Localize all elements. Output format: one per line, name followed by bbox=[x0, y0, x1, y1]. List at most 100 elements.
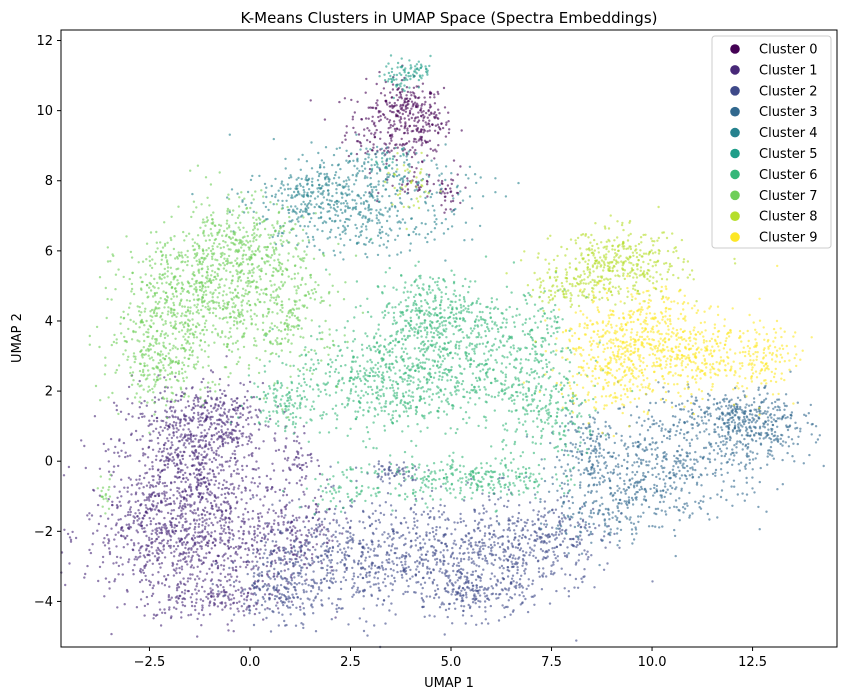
data-point bbox=[426, 571, 429, 574]
data-point bbox=[362, 567, 365, 570]
data-point bbox=[157, 450, 160, 453]
data-point bbox=[259, 512, 262, 515]
data-point bbox=[413, 524, 416, 527]
data-point bbox=[633, 461, 636, 464]
data-point bbox=[371, 120, 374, 123]
data-point bbox=[227, 410, 230, 413]
data-point bbox=[438, 606, 442, 609]
data-point bbox=[676, 425, 679, 428]
data-point bbox=[528, 553, 531, 557]
data-point bbox=[255, 607, 258, 611]
data-point bbox=[391, 106, 394, 110]
data-point bbox=[176, 514, 179, 518]
data-point bbox=[165, 447, 169, 451]
data-point bbox=[143, 556, 147, 559]
data-point bbox=[226, 539, 230, 542]
data-point bbox=[127, 511, 130, 514]
data-point bbox=[466, 547, 469, 550]
data-point bbox=[405, 94, 408, 97]
data-point bbox=[212, 592, 215, 595]
data-point bbox=[221, 555, 224, 558]
data-point bbox=[127, 527, 130, 530]
data-point bbox=[285, 604, 289, 608]
data-point bbox=[223, 412, 227, 415]
data-point bbox=[403, 557, 407, 560]
points-layer bbox=[60, 54, 825, 649]
data-point bbox=[283, 505, 286, 509]
data-point bbox=[403, 190, 407, 193]
data-point bbox=[182, 428, 185, 431]
data-point bbox=[189, 509, 192, 513]
data-point bbox=[234, 545, 238, 549]
data-point bbox=[208, 512, 211, 516]
data-point bbox=[302, 425, 306, 428]
data-point bbox=[83, 444, 86, 448]
data-point bbox=[224, 531, 227, 535]
data-point bbox=[150, 492, 153, 496]
data-point bbox=[285, 437, 288, 440]
data-point bbox=[462, 541, 465, 544]
data-point bbox=[352, 559, 356, 562]
data-point bbox=[170, 441, 173, 444]
data-point bbox=[168, 520, 172, 523]
data-point bbox=[594, 455, 598, 458]
data-point bbox=[552, 561, 555, 564]
data-point bbox=[336, 540, 339, 543]
data-point bbox=[296, 550, 300, 553]
data-point bbox=[360, 144, 363, 148]
data-point bbox=[186, 437, 190, 440]
data-point bbox=[294, 563, 297, 566]
data-point bbox=[429, 571, 433, 575]
data-point bbox=[325, 541, 329, 544]
data-point bbox=[563, 551, 566, 555]
data-point bbox=[300, 566, 303, 569]
data-point bbox=[233, 449, 236, 453]
data-point bbox=[695, 483, 699, 486]
data-point bbox=[486, 562, 489, 565]
data-point bbox=[306, 535, 309, 538]
data-point bbox=[343, 511, 347, 514]
data-point bbox=[285, 597, 288, 601]
data-point bbox=[255, 551, 259, 554]
data-point bbox=[509, 613, 512, 616]
data-point bbox=[247, 423, 250, 426]
data-point bbox=[258, 611, 261, 615]
data-point bbox=[183, 413, 186, 416]
data-point bbox=[307, 562, 310, 565]
data-point bbox=[568, 573, 572, 577]
data-point bbox=[651, 423, 654, 426]
data-point bbox=[136, 531, 140, 534]
data-point bbox=[178, 440, 182, 443]
data-point bbox=[272, 586, 275, 589]
data-point bbox=[557, 533, 561, 536]
data-point bbox=[371, 531, 375, 535]
data-point bbox=[241, 406, 245, 410]
data-point bbox=[716, 452, 719, 455]
data-point bbox=[415, 581, 418, 584]
data-point bbox=[179, 470, 182, 474]
data-point bbox=[206, 432, 209, 435]
data-point bbox=[398, 111, 401, 115]
data-point bbox=[279, 575, 283, 578]
data-point bbox=[230, 598, 233, 601]
data-point bbox=[196, 481, 199, 484]
data-point bbox=[181, 438, 184, 442]
data-point bbox=[662, 434, 666, 438]
data-point bbox=[175, 393, 178, 397]
data-point bbox=[260, 515, 264, 518]
data-point bbox=[98, 467, 102, 470]
data-point bbox=[702, 455, 705, 459]
data-point bbox=[229, 584, 232, 587]
data-point bbox=[502, 578, 505, 581]
data-point bbox=[444, 574, 447, 577]
data-point bbox=[560, 517, 564, 520]
data-point bbox=[305, 538, 308, 542]
data-point bbox=[172, 427, 175, 430]
data-point bbox=[230, 575, 233, 578]
data-point bbox=[314, 630, 318, 633]
data-point bbox=[400, 183, 404, 186]
data-point bbox=[583, 442, 587, 445]
data-point bbox=[395, 158, 398, 162]
data-point bbox=[462, 519, 465, 523]
data-point bbox=[216, 592, 219, 596]
